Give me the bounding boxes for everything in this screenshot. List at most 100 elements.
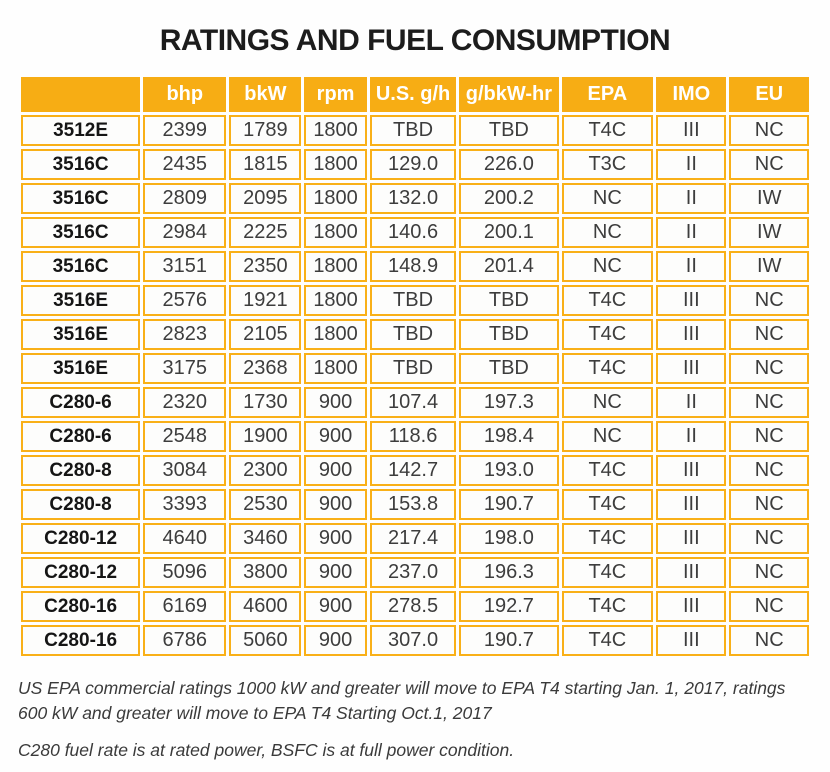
value-cell: III <box>656 319 727 350</box>
value-cell: 900 <box>304 523 367 554</box>
value-cell: II <box>656 251 727 282</box>
value-cell: 118.6 <box>369 421 457 452</box>
model-cell: C280-8 <box>21 455 141 486</box>
value-cell: 198.4 <box>459 421 559 452</box>
value-cell: 148.9 <box>369 251 457 282</box>
value-cell: NC <box>561 387 654 418</box>
value-cell: 307.0 <box>369 625 457 656</box>
value-cell: III <box>656 489 727 520</box>
value-cell: 2350 <box>229 251 302 282</box>
value-cell: IW <box>729 183 809 214</box>
value-cell: 4600 <box>229 591 302 622</box>
table-row: 3516E 2576 1921 1800 TBD TBD T4C III NC <box>21 285 809 316</box>
value-cell: 2548 <box>143 421 227 452</box>
value-cell: 1900 <box>229 421 302 452</box>
value-cell: TBD <box>369 115 457 146</box>
value-cell: T4C <box>561 625 654 656</box>
footnotes: US EPA commercial ratings 1000 kW and gr… <box>18 676 812 763</box>
value-cell: T4C <box>561 115 654 146</box>
value-cell: 200.1 <box>459 217 559 248</box>
value-cell: 132.0 <box>369 183 457 214</box>
column-header: rpm <box>304 77 367 112</box>
value-cell: 1815 <box>229 149 302 180</box>
column-header: EU <box>729 77 809 112</box>
value-cell: 2530 <box>229 489 302 520</box>
value-cell: TBD <box>459 353 559 384</box>
model-cell: 3516C <box>21 149 141 180</box>
value-cell: NC <box>729 421 809 452</box>
column-header: EPA <box>561 77 654 112</box>
value-cell: 2399 <box>143 115 227 146</box>
value-cell: NC <box>729 115 809 146</box>
model-cell: C280-6 <box>21 387 141 418</box>
table-row: C280-8 3084 2300 900 142.7 193.0 T4C III NC <box>21 455 809 486</box>
value-cell: 2095 <box>229 183 302 214</box>
table-row: C280-12 5096 3800 900 237.0 196.3 T4C III NC <box>21 557 809 588</box>
value-cell: 198.0 <box>459 523 559 554</box>
model-cell: 3516C <box>21 217 141 248</box>
value-cell: 190.7 <box>459 625 559 656</box>
value-cell: 200.2 <box>459 183 559 214</box>
value-cell: NC <box>729 353 809 384</box>
value-cell: 153.8 <box>369 489 457 520</box>
value-cell: 142.7 <box>369 455 457 486</box>
model-cell: 3516C <box>21 251 141 282</box>
value-cell: 2576 <box>143 285 227 316</box>
value-cell: NC <box>561 217 654 248</box>
table-body: 3512E 2399 1789 1800 TBD TBD T4C III NC 3516C 2435… <box>21 115 809 656</box>
value-cell: 4640 <box>143 523 227 554</box>
value-cell: 201.4 <box>459 251 559 282</box>
value-cell: 3460 <box>229 523 302 554</box>
column-header: bkW <box>229 77 302 112</box>
table-row: C280-6 2320 1730 900 107.4 197.3 NC II NC <box>21 387 809 418</box>
model-cell: C280-16 <box>21 625 141 656</box>
value-cell: NC <box>561 421 654 452</box>
model-cell: C280-8 <box>21 489 141 520</box>
value-cell: II <box>656 387 727 418</box>
value-cell: 237.0 <box>369 557 457 588</box>
ratings-table: bhp bkW rpm U.S. g/h g/bkW-hr EPA IMO EU 3512E 2… <box>18 74 812 659</box>
value-cell: T4C <box>561 353 654 384</box>
value-cell: T4C <box>561 455 654 486</box>
value-cell: TBD <box>369 285 457 316</box>
value-cell: NC <box>729 455 809 486</box>
column-header-model <box>21 77 141 112</box>
value-cell: 2809 <box>143 183 227 214</box>
value-cell: NC <box>729 489 809 520</box>
value-cell: 1730 <box>229 387 302 418</box>
value-cell: 900 <box>304 387 367 418</box>
value-cell: 1800 <box>304 217 367 248</box>
value-cell: II <box>656 149 727 180</box>
value-cell: NC <box>729 319 809 350</box>
value-cell: III <box>656 115 727 146</box>
value-cell: 1800 <box>304 115 367 146</box>
value-cell: TBD <box>459 115 559 146</box>
model-cell: 3512E <box>21 115 141 146</box>
table-header-row: bhp bkW rpm U.S. g/h g/bkW-hr EPA IMO EU <box>21 77 809 112</box>
column-header: g/bkW-hr <box>459 77 559 112</box>
value-cell: 2984 <box>143 217 227 248</box>
model-cell: C280-6 <box>21 421 141 452</box>
column-header: U.S. g/h <box>369 77 457 112</box>
value-cell: 6786 <box>143 625 227 656</box>
value-cell: 900 <box>304 625 367 656</box>
value-cell: 900 <box>304 557 367 588</box>
value-cell: II <box>656 421 727 452</box>
value-cell: NC <box>729 523 809 554</box>
table-row: 3516E 2823 2105 1800 TBD TBD T4C III NC <box>21 319 809 350</box>
model-cell: C280-12 <box>21 523 141 554</box>
value-cell: 1800 <box>304 251 367 282</box>
value-cell: TBD <box>369 319 457 350</box>
value-cell: NC <box>729 557 809 588</box>
value-cell: NC <box>561 251 654 282</box>
value-cell: III <box>656 591 727 622</box>
value-cell: 1800 <box>304 285 367 316</box>
value-cell: 226.0 <box>459 149 559 180</box>
value-cell: T4C <box>561 591 654 622</box>
value-cell: IW <box>729 251 809 282</box>
value-cell: TBD <box>369 353 457 384</box>
value-cell: T4C <box>561 557 654 588</box>
value-cell: III <box>656 625 727 656</box>
value-cell: 1800 <box>304 353 367 384</box>
